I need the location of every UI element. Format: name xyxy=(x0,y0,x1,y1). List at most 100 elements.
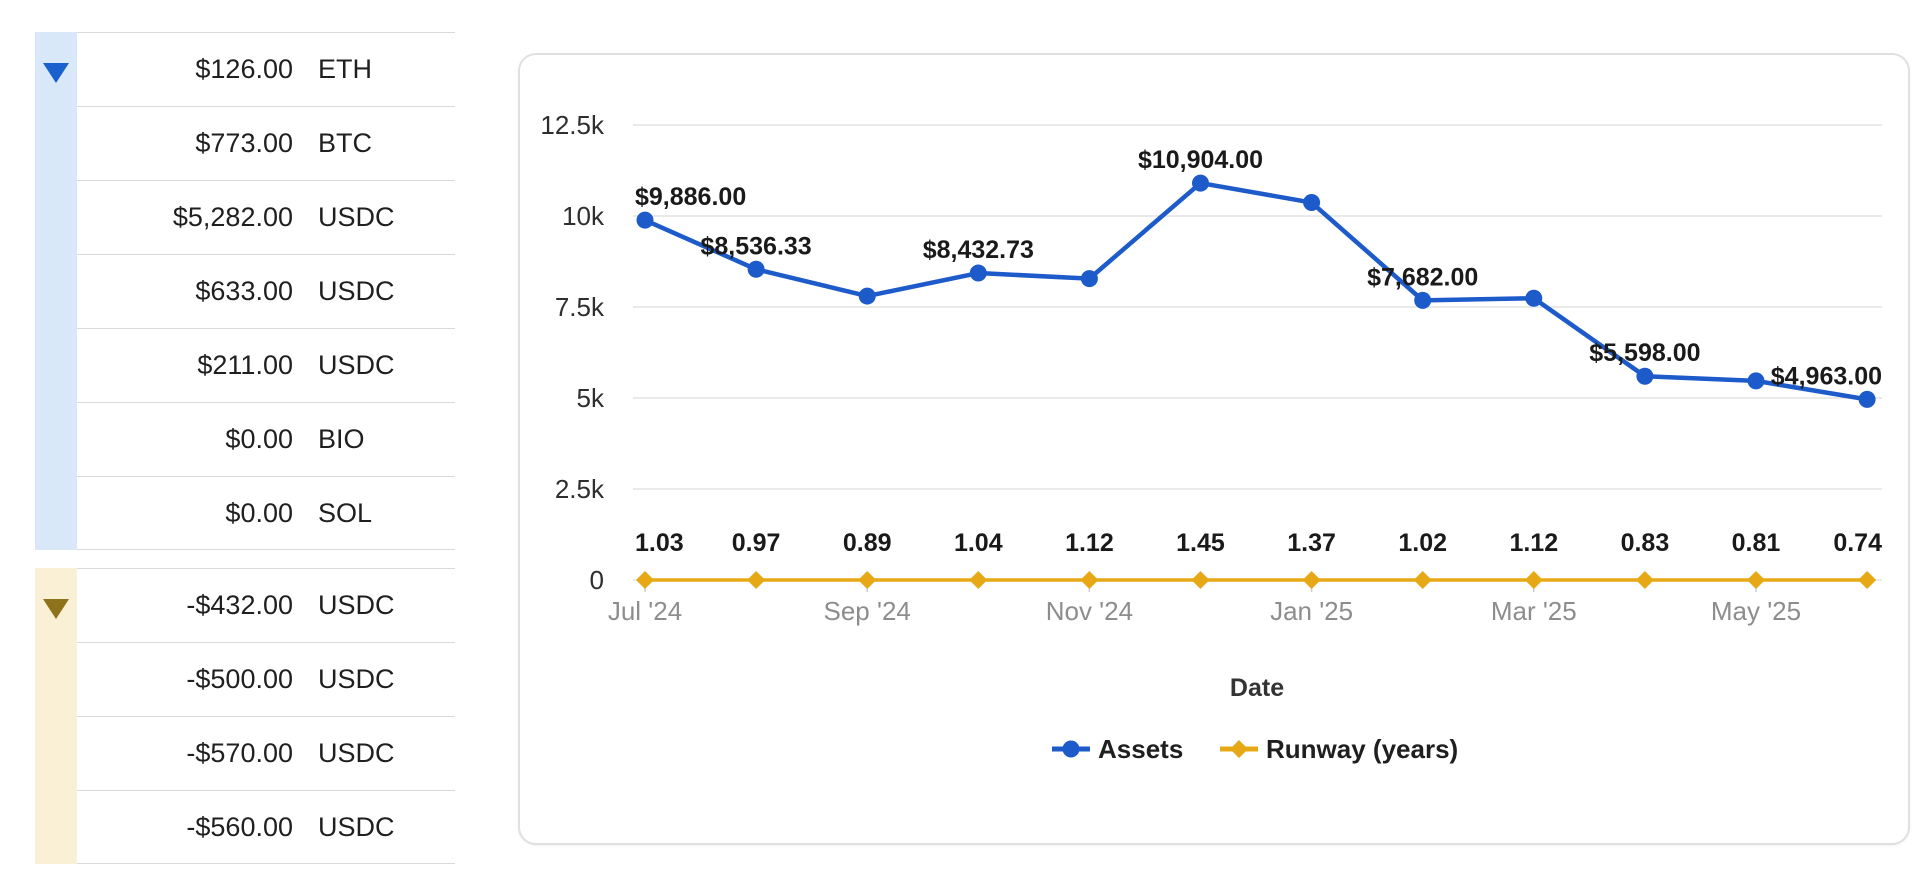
assets-point[interactable] xyxy=(1636,367,1654,385)
balance-row[interactable]: -$570.00 USDC xyxy=(77,716,455,790)
runway-value-label: 1.12 xyxy=(1509,529,1558,557)
balance-table: $126.00 ETH $773.00 BTC $5,282.00 USDC $633.00… xyxy=(35,0,455,886)
amount-cell[interactable]: $126.00 xyxy=(195,54,293,84)
runway-value-label: 1.03 xyxy=(635,529,684,557)
x-axis-tick-label: Sep '24 xyxy=(824,596,911,626)
collapse-triangle-icon[interactable] xyxy=(43,599,69,619)
balance-row[interactable]: $633.00 USDC xyxy=(77,254,455,328)
runway-point[interactable] xyxy=(1858,571,1877,589)
assets-point[interactable] xyxy=(747,260,765,278)
runway-point[interactable] xyxy=(1302,571,1321,589)
inflows-group: $126.00 ETH $773.00 BTC $5,282.00 USDC $633.00… xyxy=(35,32,455,550)
y-axis-tick-label: 12.5k xyxy=(540,110,605,140)
assets-value-label: $10,904.00 xyxy=(1138,146,1263,174)
balance-row[interactable]: -$432.00 USDC xyxy=(77,568,455,642)
assets-point[interactable] xyxy=(1525,289,1543,307)
balance-row[interactable]: $211.00 USDC xyxy=(77,328,455,402)
runway-point[interactable] xyxy=(1413,571,1432,589)
runway-value-label: 1.02 xyxy=(1398,529,1447,557)
chart-card: 0 2.5k 5k 7.5k 10k 12.5k Jul '24 Sep '24 Nov '24… xyxy=(518,53,1910,845)
outflows-group-rows: -$432.00 USDC -$500.00 USDC -$570.00 USDC -$56… xyxy=(77,568,455,864)
x-axis-tick-label: Nov '24 xyxy=(1046,596,1133,626)
assets-value-label: $7,682.00 xyxy=(1367,263,1478,291)
balance-row[interactable]: $5,282.00 USDC xyxy=(77,180,455,254)
y-axis-tick-label: 5k xyxy=(577,383,605,413)
runway-point[interactable] xyxy=(1524,571,1543,589)
assets-point[interactable] xyxy=(969,264,987,282)
amount-cell[interactable]: -$570.00 xyxy=(186,738,293,768)
legend-item-runway[interactable]: Runway (years) xyxy=(1220,734,1458,764)
assets-point[interactable] xyxy=(1192,174,1209,192)
balance-row[interactable]: -$560.00 USDC xyxy=(77,790,455,864)
assets-point[interactable] xyxy=(1303,194,1321,212)
asset-ticker-cell[interactable]: BIO xyxy=(318,424,365,454)
amount-cell[interactable]: $0.00 xyxy=(225,424,293,454)
amount-cell[interactable]: $0.00 xyxy=(225,498,293,528)
legend-label-runway: Runway (years) xyxy=(1266,734,1458,764)
amount-cell[interactable]: $5,282.00 xyxy=(172,202,293,232)
runway-point[interactable] xyxy=(747,571,766,589)
x-axis-title: Date xyxy=(1230,674,1284,702)
runway-value-label: 0.83 xyxy=(1621,529,1670,557)
runway-value-label: 0.74 xyxy=(1833,529,1882,557)
asset-ticker-cell[interactable]: USDC xyxy=(318,590,395,620)
amount-cell[interactable]: -$432.00 xyxy=(186,590,293,620)
asset-ticker-cell[interactable]: USDC xyxy=(318,664,395,694)
runway-point[interactable] xyxy=(1747,571,1765,589)
x-axis-tick-label: Jul '24 xyxy=(608,596,682,626)
runway-point[interactable] xyxy=(636,571,654,589)
asset-ticker-cell[interactable]: BTC xyxy=(318,128,372,158)
runway-value-label: 1.04 xyxy=(954,529,1003,557)
asset-ticker-cell[interactable]: USDC xyxy=(318,738,395,768)
assets-value-label: $9,886.00 xyxy=(635,183,746,211)
legend-label-assets: Assets xyxy=(1098,734,1183,764)
asset-ticker-cell[interactable]: ETH xyxy=(318,54,372,84)
balance-row[interactable]: $773.00 BTC xyxy=(77,106,455,180)
x-axis-tick-label: May '25 xyxy=(1711,596,1801,626)
inflows-group-rows: $126.00 ETH $773.00 BTC $5,282.00 USDC $633.00… xyxy=(77,32,455,550)
amount-cell[interactable]: $633.00 xyxy=(195,276,293,306)
x-axis-tick-label: Mar '25 xyxy=(1491,596,1577,626)
assets-runway-chart: 0 2.5k 5k 7.5k 10k 12.5k Jul '24 Sep '24 Nov '24… xyxy=(540,110,1882,764)
balance-row[interactable]: -$500.00 USDC xyxy=(77,642,455,716)
outflows-group-strip xyxy=(35,568,77,864)
runway-point[interactable] xyxy=(1635,571,1654,589)
assets-value-label: $8,432.73 xyxy=(923,236,1034,264)
assets-point[interactable] xyxy=(1858,390,1876,408)
assets-point[interactable] xyxy=(1747,372,1765,390)
runway-point[interactable] xyxy=(1191,571,1210,589)
runway-value-label: 1.37 xyxy=(1287,529,1336,557)
inflows-group-strip xyxy=(35,32,77,550)
runway-point[interactable] xyxy=(969,571,988,589)
assets-point[interactable] xyxy=(1414,291,1432,309)
asset-ticker-cell[interactable]: USDC xyxy=(318,202,395,232)
assets-point[interactable] xyxy=(858,287,876,305)
assets-line xyxy=(642,180,1870,402)
amount-cell[interactable]: -$560.00 xyxy=(186,812,293,842)
runway-value-label: 1.45 xyxy=(1176,529,1225,557)
amount-cell[interactable]: $211.00 xyxy=(197,350,293,380)
runway-value-label: 0.89 xyxy=(843,529,892,557)
amount-cell[interactable]: -$500.00 xyxy=(186,664,293,694)
y-axis-tick-label: 7.5k xyxy=(555,292,605,322)
asset-ticker-cell[interactable]: USDC xyxy=(318,350,395,380)
y-axis-tick-label: 2.5k xyxy=(555,474,605,504)
runway-point[interactable] xyxy=(858,571,877,589)
runway-value-label: 0.81 xyxy=(1732,529,1781,557)
runway-value-label: 0.97 xyxy=(732,529,781,557)
amount-cell[interactable]: $773.00 xyxy=(195,128,293,158)
asset-ticker-cell[interactable]: SOL xyxy=(318,498,373,528)
y-axis-tick-label: 10k xyxy=(562,201,605,231)
balance-row[interactable]: $126.00 ETH xyxy=(77,32,455,106)
balance-row[interactable]: $0.00 SOL xyxy=(77,476,455,550)
assets-point[interactable] xyxy=(1080,270,1098,288)
asset-ticker-cell[interactable]: USDC xyxy=(318,276,395,306)
collapse-triangle-icon[interactable] xyxy=(43,63,69,83)
assets-point[interactable] xyxy=(636,211,654,229)
balance-row[interactable]: $0.00 BIO xyxy=(77,402,455,476)
assets-legend-dot-icon xyxy=(1062,740,1080,758)
asset-ticker-cell[interactable]: USDC xyxy=(318,812,395,842)
legend-item-assets[interactable]: Assets xyxy=(1052,734,1183,764)
runway-point[interactable] xyxy=(1080,571,1099,589)
runway-legend-diamond-icon xyxy=(1230,740,1248,758)
